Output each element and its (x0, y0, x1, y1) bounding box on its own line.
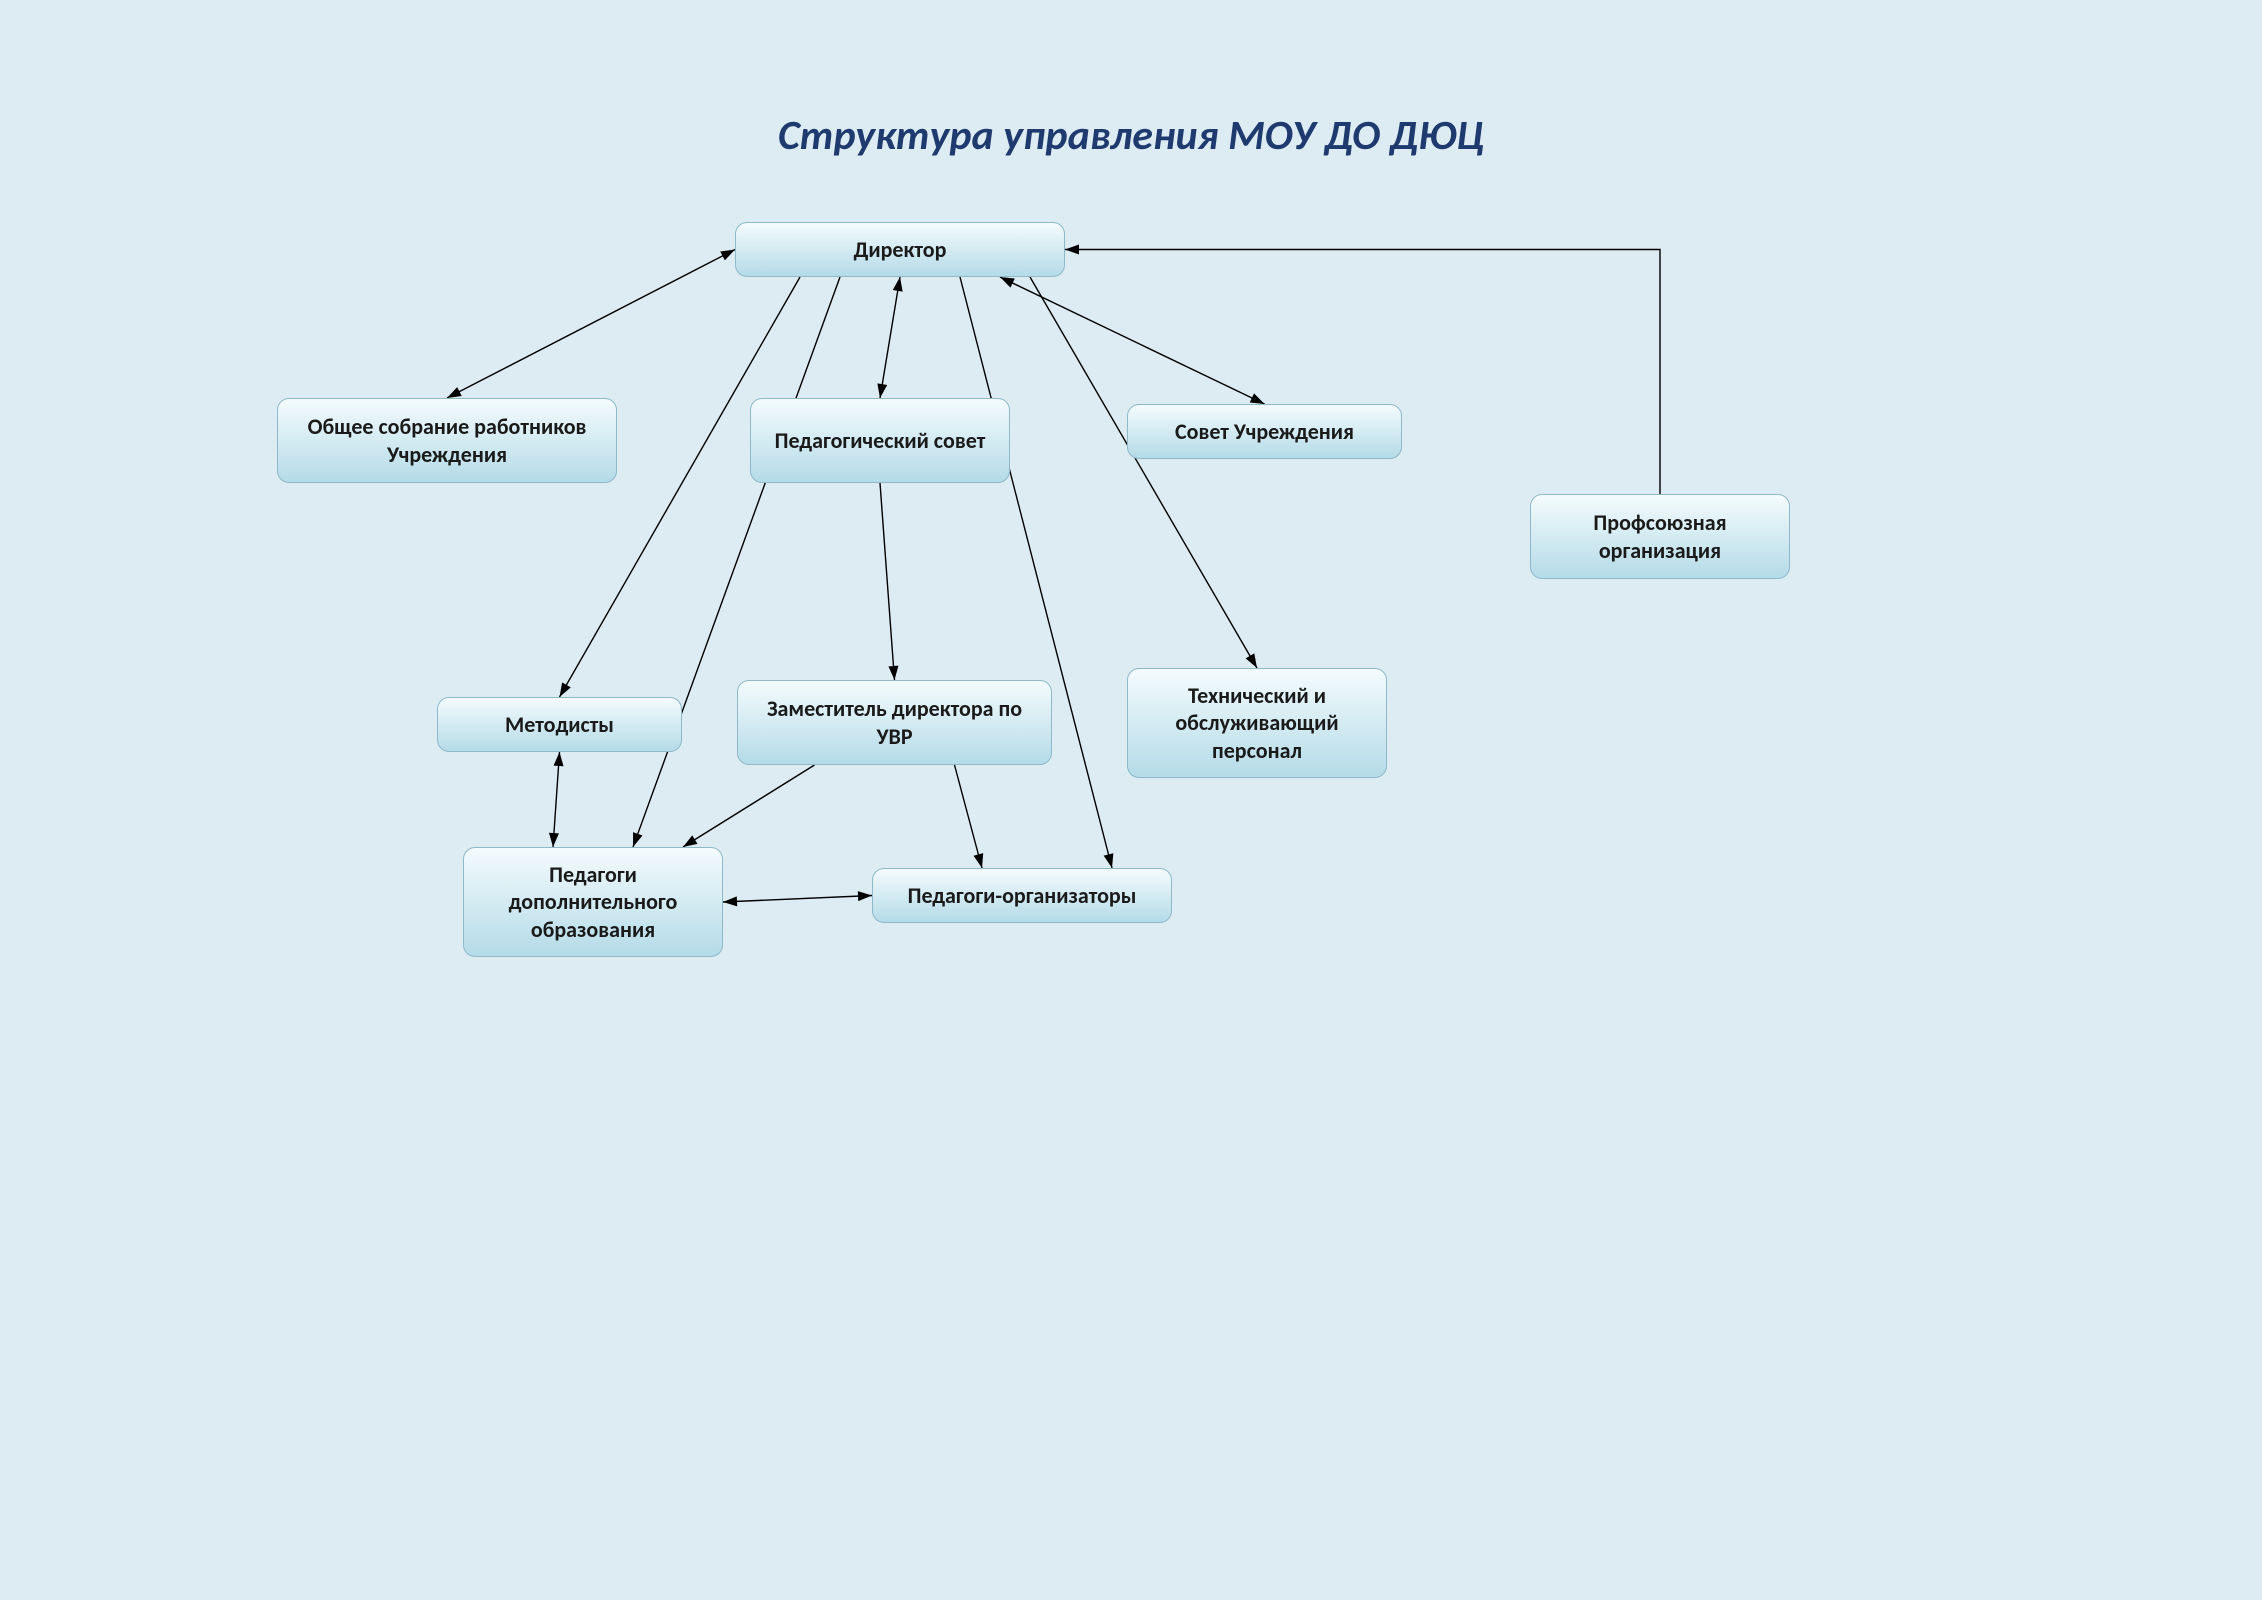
node-method: Методисты (437, 697, 682, 752)
node-director: Директор (735, 222, 1065, 277)
node-organizers: Педагоги-организаторы (872, 868, 1172, 923)
node-tech: Технический и обслуживающий персонал (1127, 668, 1387, 778)
page-title: Структура управления МОУ ДО ДЮЦ (0, 110, 2262, 161)
node-council: Совет Учреждения (1127, 404, 1402, 459)
node-union: Профсоюзная организация (1530, 494, 1790, 579)
node-deputy: Заместитель директора по УВР (737, 680, 1052, 765)
flowchart-canvas (0, 0, 2262, 1600)
node-assembly: Общее собрание работников Учреждения (277, 398, 617, 483)
node-teachers: Педагоги дополнительного образования (463, 847, 723, 957)
node-pedcouncil: Педагогический совет (750, 398, 1010, 483)
